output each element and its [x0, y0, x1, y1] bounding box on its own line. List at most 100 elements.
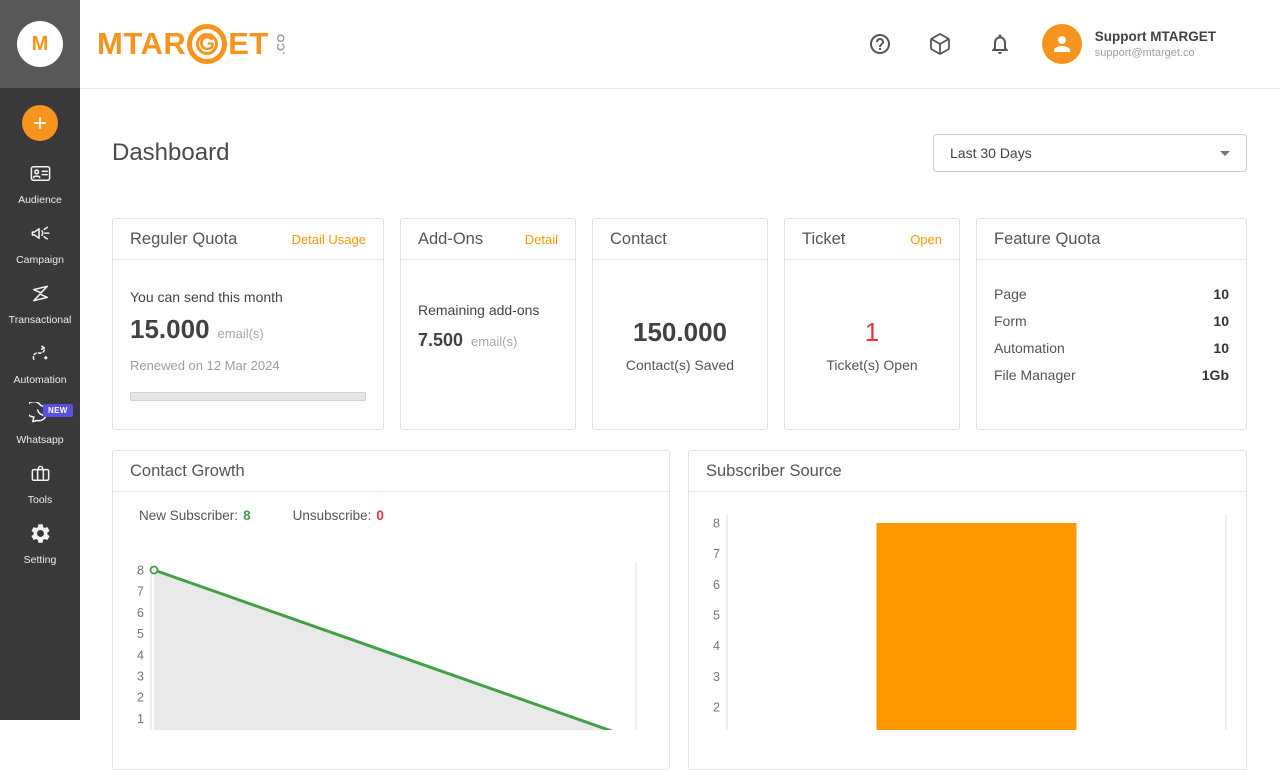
logo-suffix: .CO: [275, 33, 288, 55]
svg-text:7: 7: [713, 547, 720, 561]
addons-subtitle: Remaining add-ons: [418, 302, 540, 318]
ticket-card: Ticket Open 1 Ticket(s) Open: [784, 218, 960, 430]
user-meta: Support MTARGET support@mtarget.co: [1095, 29, 1216, 59]
line-chart-svg: 8 7 6 5 4 3 2 1: [137, 562, 637, 730]
megaphone-icon: [31, 226, 49, 240]
brand-avatar[interactable]: M: [17, 21, 63, 67]
feature-row-page: Page 10: [994, 286, 1229, 302]
sidebar-label: Setting: [23, 554, 57, 566]
subscriber-source-chart: 8 7 6 5 4 3 2: [689, 492, 1246, 770]
user-menu[interactable]: Support MTARGET support@mtarget.co: [1041, 24, 1216, 64]
topbar-actions: Support MTARGET support@mtarget.co: [832, 24, 1280, 64]
sidebar: Audience Campaign Transactional Automati…: [0, 88, 80, 720]
automation-flow-icon: [32, 345, 48, 361]
sidebar-label: Automation: [13, 374, 67, 386]
date-range-value: Last 30 Days: [950, 145, 1032, 161]
quota-unit: email(s): [217, 326, 264, 341]
sidebar-label: Tools: [27, 494, 53, 506]
contact-value: 150.000: [633, 317, 727, 347]
sidebar-header: M: [0, 0, 80, 88]
sidebar-item-setting[interactable]: Setting: [0, 513, 80, 573]
contact-growth-card: Contact Growth 8 7 6 5 4 3 2 1 New Subscriber8 …: [112, 450, 670, 770]
card-title: Add-Ons: [418, 229, 484, 248]
logo-text-right: ET: [228, 26, 269, 61]
card-title: Ticket: [802, 229, 846, 248]
card-title: Contact: [610, 229, 667, 248]
toolbox-icon: [31, 465, 49, 481]
sidebar-label: Audience: [18, 194, 62, 206]
addons-value: 7.500: [418, 330, 464, 350]
user-email: support@mtarget.co: [1094, 47, 1195, 59]
send-s-icon: [32, 285, 48, 302]
card-title: Contact Growth: [130, 461, 245, 480]
gear-icon: [31, 524, 49, 543]
new-badge: NEW: [43, 404, 73, 417]
detail-usage-link[interactable]: Detail Usage: [291, 231, 366, 247]
stat-cards-row: Reguler Quota Detail Usage You can send …: [112, 218, 1247, 430]
contact-card-icon: [30, 166, 50, 181]
svg-text:5: 5: [713, 609, 720, 623]
charts-row: Contact Growth 8 7 6 5 4 3 2 1 New Subscriber8 …: [112, 450, 1247, 770]
ticket-open-link[interactable]: Open: [910, 231, 942, 247]
svg-text:3: 3: [137, 670, 144, 684]
sidebar-item-campaign[interactable]: Campaign: [0, 213, 80, 273]
legend-new-subscriber: New Subscriber8: [139, 508, 251, 523]
chart-legend: New Subscriber8 Unsubscribe0: [139, 508, 384, 523]
svg-text:2: 2: [713, 701, 720, 715]
sidebar-item-audience[interactable]: Audience: [0, 153, 80, 213]
quota-progress-bar: [130, 392, 366, 401]
svg-text:7: 7: [137, 585, 144, 599]
user-name: Support MTARGET: [1094, 29, 1216, 44]
sidebar-item-transactional[interactable]: Transactional: [0, 273, 80, 333]
subscriber-source-card: Subscriber Source 8 7 6 5 4 3 2: [688, 450, 1247, 770]
feature-row-form: Form 10: [994, 313, 1229, 329]
card-title: Feature Quota: [994, 229, 1101, 248]
main-content: Dashboard Last 30 Days Reguler Quota Det…: [80, 88, 1280, 770]
sidebar-label: Transactional: [8, 314, 72, 326]
ticket-caption: Ticket(s) Open: [826, 357, 918, 373]
svg-text:5: 5: [137, 627, 144, 641]
sidebar-label: Whatsapp: [16, 434, 64, 446]
person-icon: [1053, 36, 1070, 52]
help-icon[interactable]: [868, 32, 892, 56]
bar-chart-svg: 8 7 6 5 4 3 2: [713, 514, 1227, 730]
quota-subtitle: You can send this month: [130, 289, 283, 305]
card-title: Reguler Quota: [130, 229, 238, 248]
bell-icon[interactable]: [988, 32, 1012, 56]
svg-text:1: 1: [137, 712, 144, 726]
sidebar-item-automation[interactable]: Automation: [0, 333, 80, 393]
svg-text:8: 8: [713, 517, 720, 531]
legend-unsubscribe: Unsubscribe0: [293, 508, 384, 523]
feature-row-file-manager: File Manager 1Gb: [994, 367, 1229, 383]
package-icon[interactable]: [928, 32, 952, 56]
logo-target-g-icon: G: [187, 24, 228, 64]
topbar: M MTAR G ET .CO Support MTARGET support@mt…: [0, 0, 1280, 88]
sidebar-item-tools[interactable]: Tools: [0, 453, 80, 513]
user-avatar: [1041, 24, 1082, 64]
logo-text-left: MTAR: [97, 26, 187, 61]
card-title: Subscriber Source: [706, 461, 842, 480]
page-title: Dashboard: [112, 139, 230, 166]
svg-text:2: 2: [137, 691, 144, 705]
chevron-down-icon: [1220, 150, 1230, 156]
svg-text:8: 8: [137, 564, 144, 578]
regular-quota-card: Reguler Quota Detail Usage You can send …: [112, 218, 384, 430]
sidebar-item-whatsapp[interactable]: NEW Whatsapp: [0, 393, 80, 453]
contact-caption: Contact(s) Saved: [625, 357, 735, 373]
feature-quota-card: Feature Quota Page 10 Form 10 Automation…: [976, 218, 1247, 430]
svg-text:3: 3: [713, 670, 720, 684]
contact-card: Contact 150.000 Contact(s) Saved: [592, 218, 768, 430]
addons-unit: email(s): [471, 334, 518, 349]
plus-icon: [34, 117, 46, 129]
quota-value: 15.000: [130, 314, 210, 344]
svg-text:6: 6: [137, 606, 144, 620]
svg-text:4: 4: [137, 648, 144, 662]
date-range-select[interactable]: Last 30 Days: [933, 134, 1247, 172]
contact-growth-chart: 8 7 6 5 4 3 2 1 New Subscriber8 Unsubscribe0: [113, 492, 669, 770]
create-new-button[interactable]: [22, 105, 58, 141]
addons-card: Add-Ons Detail Remaining add-ons 7.500 e…: [400, 218, 576, 430]
addons-detail-link[interactable]: Detail: [524, 231, 558, 247]
page-header: Dashboard Last 30 Days: [112, 130, 1247, 176]
svg-text:4: 4: [713, 639, 720, 653]
svg-text:6: 6: [713, 578, 720, 592]
